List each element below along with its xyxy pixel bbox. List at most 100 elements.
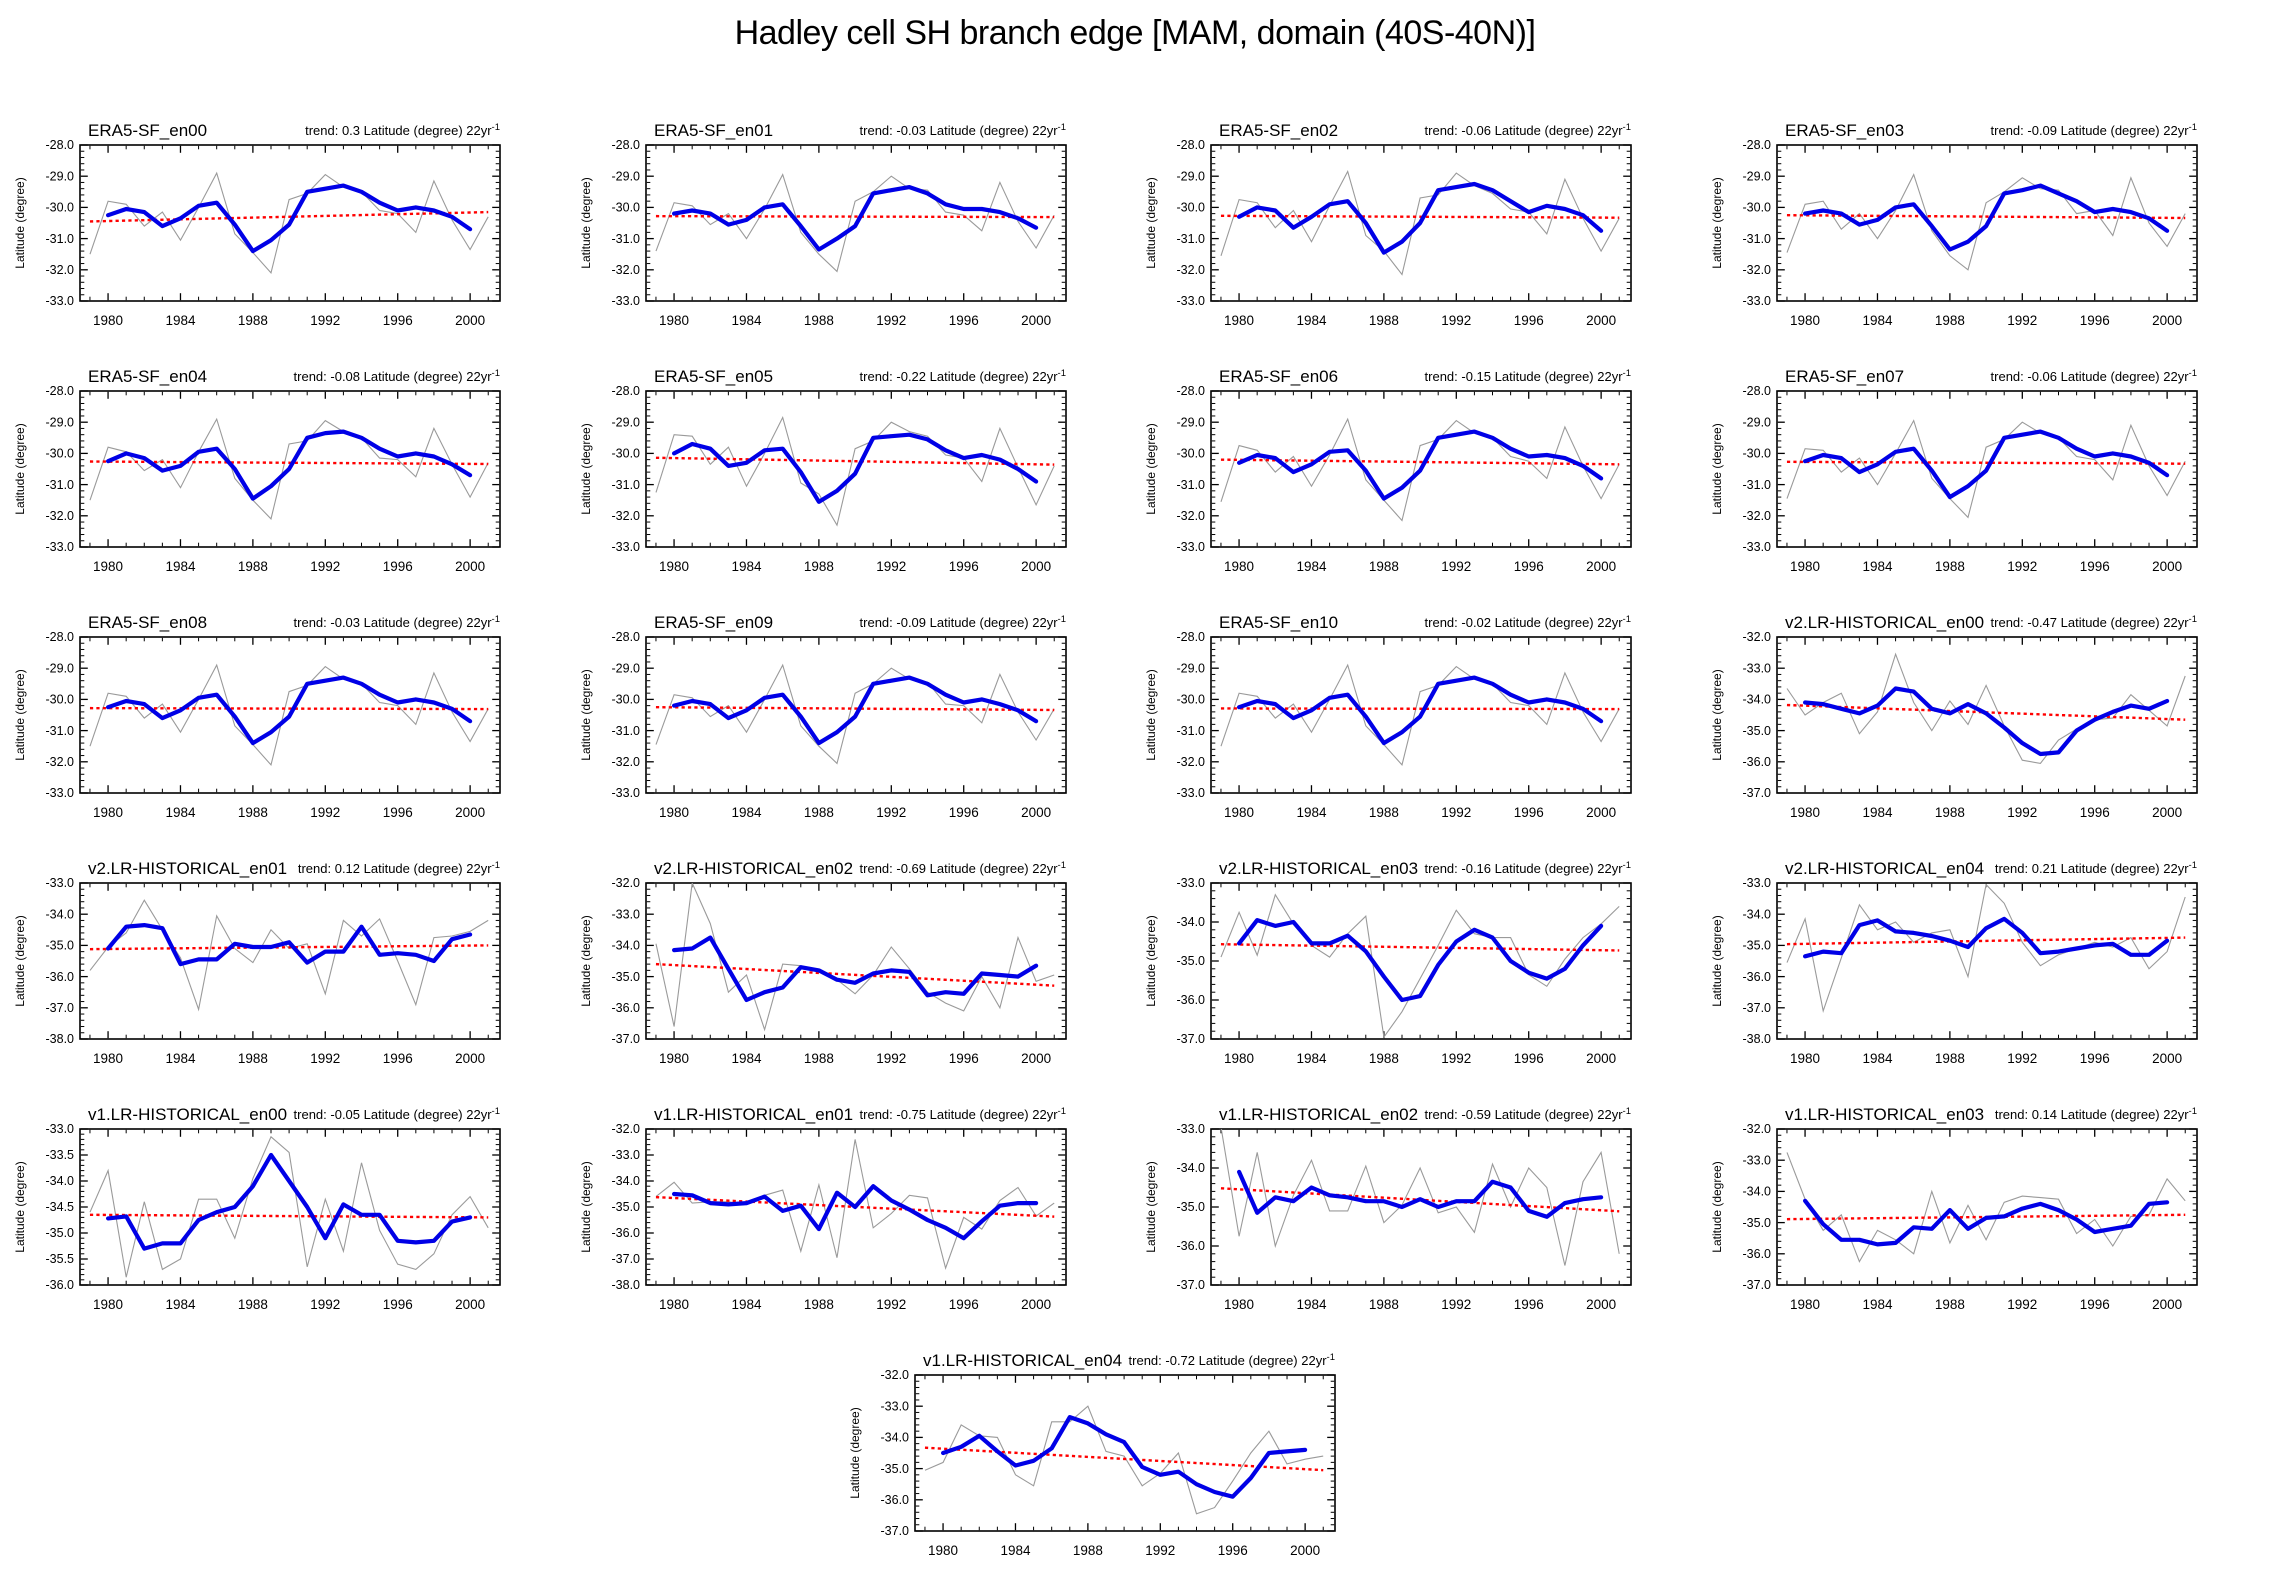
- y-axis-label: Latitude (degree): [1144, 915, 1158, 1006]
- y-tick-label: -33.0: [1742, 876, 1771, 890]
- y-axis-label: Latitude (degree): [579, 1161, 593, 1252]
- x-tick-label: 1984: [165, 313, 196, 328]
- x-tick-label: 1992: [1441, 1051, 1471, 1066]
- smoothed-line: [105, 1152, 473, 1251]
- y-tick-label: -33.5: [46, 1148, 75, 1162]
- y-tick-label: -35.5: [46, 1252, 75, 1266]
- y-tick-label: -30.0: [611, 447, 640, 461]
- y-tick-label: -35.0: [46, 1226, 75, 1240]
- x-tick-label: 1996: [383, 805, 413, 820]
- smoothed-line: [671, 432, 1038, 504]
- panel-title: ERA5-SF_en06: [1219, 367, 1338, 386]
- x-tick-label: 1988: [1073, 1543, 1103, 1558]
- y-tick-label: -32.0: [1742, 1122, 1771, 1136]
- x-tick-label: 1988: [1934, 313, 1964, 328]
- y-tick-label: -33.0: [1742, 540, 1771, 554]
- x-tick-label: 1984: [1862, 313, 1893, 328]
- y-tick-label: -35.0: [611, 1200, 640, 1214]
- x-tick-label: 1992: [310, 1051, 340, 1066]
- panel-ERA5-SF_en05: ERA5-SF_en05 trend: -0.22 Latitude (degre…: [574, 345, 1141, 591]
- panel-trend-label: trend: -0.09 Latitude (degree) 22yr-1: [859, 614, 1065, 630]
- y-tick-label: -31.0: [1177, 724, 1206, 738]
- x-tick-label: 1996: [2079, 559, 2109, 574]
- x-tick-label: 1988: [1934, 1297, 1964, 1312]
- panel-trend-label: trend: -0.06 Latitude (degree) 22yr-1: [1425, 122, 1631, 138]
- y-tick-label: -29.0: [46, 169, 75, 183]
- y-axis-label: Latitude (degree): [13, 669, 27, 760]
- y-tick-label: -29.0: [611, 415, 640, 429]
- trend-line: [655, 214, 1054, 219]
- panel-title: ERA5-SF_en05: [654, 367, 773, 386]
- y-axis-label: Latitude (degree): [13, 1161, 27, 1252]
- y-tick-label: -34.5: [46, 1200, 75, 1214]
- panel-trend-label: trend: -0.69 Latitude (degree) 22yr-1: [859, 860, 1065, 876]
- annual-line: [1220, 893, 1620, 1039]
- trend-line: [655, 706, 1054, 712]
- x-tick-label: 2000: [1586, 1297, 1616, 1312]
- panel-trend-label: trend: -0.72 Latitude (degree) 22yr-1: [1129, 1352, 1335, 1368]
- x-tick-label: 1980: [659, 805, 689, 820]
- x-tick-label: 1992: [876, 559, 906, 574]
- axes: -33.0 -34.0 -35.0 -36.0 -37.0 1980 1984 1988 199…: [1177, 1122, 1632, 1312]
- x-tick-label: 1984: [731, 1297, 762, 1312]
- x-tick-label: 1984: [1296, 1051, 1327, 1066]
- x-tick-label: 1988: [1369, 805, 1399, 820]
- x-tick-label: 1988: [1369, 559, 1399, 574]
- y-tick-label: -31.0: [46, 232, 75, 246]
- x-tick-label: 1980: [659, 1297, 689, 1312]
- x-tick-label: 1996: [2079, 1297, 2109, 1312]
- y-axis-label: Latitude (degree): [1710, 669, 1724, 760]
- panel-title: v2.LR-HISTORICAL_en04: [1785, 859, 1984, 878]
- x-tick-label: 1984: [1862, 1051, 1893, 1066]
- y-tick-label: -34.0: [611, 1174, 640, 1188]
- y-tick-label: -34.0: [46, 1174, 75, 1188]
- axes: -28.0 -29.0 -30.0 -31.0 -32.0 -33.0 1980 1984 19…: [1177, 630, 1632, 820]
- x-tick-label: 1980: [1790, 1297, 1820, 1312]
- y-tick-label: -28.0: [46, 384, 75, 398]
- x-tick-label: 1996: [1218, 1543, 1248, 1558]
- trend-line: [89, 706, 489, 711]
- y-tick-label: -31.0: [611, 724, 640, 738]
- axes: -28.0 -29.0 -30.0 -31.0 -32.0 -33.0 1980 1984 19…: [611, 630, 1067, 820]
- annual-line: [654, 663, 1055, 765]
- x-tick-label: 1996: [1514, 313, 1544, 328]
- y-tick-label: -37.0: [611, 1032, 640, 1046]
- x-tick-label: 2000: [455, 805, 485, 820]
- panel-title: v2.LR-HISTORICAL_en01: [88, 859, 287, 878]
- x-tick-label: 1988: [1369, 313, 1399, 328]
- smoothed-line: [1802, 916, 2169, 959]
- panel-trend-label: trend: -0.59 Latitude (degree) 22yr-1: [1425, 1106, 1631, 1122]
- x-tick-label: 1980: [93, 1051, 123, 1066]
- x-tick-label: 1980: [659, 1051, 689, 1066]
- panel-title: v1.LR-HISTORICAL_en02: [1219, 1105, 1418, 1124]
- smoothed-line: [1236, 1169, 1604, 1219]
- x-tick-label: 1980: [93, 559, 123, 574]
- x-tick-label: 2000: [2152, 805, 2182, 820]
- panel-trend-label: trend: -0.09 Latitude (degree) 22yr-1: [1990, 122, 2196, 138]
- y-tick-label: -34.0: [1177, 915, 1206, 929]
- y-tick-label: -28.0: [1177, 138, 1206, 152]
- smoothed-line: [1802, 1198, 2169, 1247]
- y-tick-label: -30.0: [46, 447, 75, 461]
- trend-line: [1220, 214, 1620, 219]
- panel-title: v2.LR-HISTORICAL_en00: [1785, 613, 1984, 632]
- panel-trend-label: trend: -0.05 Latitude (degree) 22yr-1: [294, 1106, 500, 1122]
- axes: -32.0 -33.0 -34.0 -35.0 -36.0 -37.0 1980 1984 19…: [611, 876, 1067, 1066]
- x-tick-label: 1988: [1369, 1051, 1399, 1066]
- x-tick-label: 1988: [803, 1297, 833, 1312]
- y-axis-label: Latitude (degree): [13, 177, 27, 268]
- y-tick-label: -36.0: [1742, 1247, 1771, 1261]
- annual-line: [654, 415, 1055, 527]
- panel-trend-label: trend: -0.15 Latitude (degree) 22yr-1: [1425, 368, 1631, 384]
- panel-trend-label: trend: -0.22 Latitude (degree) 22yr-1: [859, 368, 1065, 384]
- panel-title: ERA5-SF_en01: [654, 121, 773, 140]
- y-axis-label: Latitude (degree): [1144, 669, 1158, 760]
- y-tick-label: -31.0: [46, 724, 75, 738]
- x-tick-label: 1996: [2079, 805, 2109, 820]
- x-tick-label: 1988: [803, 313, 833, 328]
- y-tick-label: -32.0: [46, 509, 75, 523]
- panel-v2.LR-HISTORICAL_en00: v2.LR-HISTORICAL_en00 trend: -0.47 Latitu…: [1705, 591, 2270, 837]
- trend-line: [89, 460, 489, 466]
- panel-v2.LR-HISTORICAL_en01: v2.LR-HISTORICAL_en01 trend: 0.12 Latitud…: [8, 837, 575, 1083]
- y-tick-label: -33.0: [881, 1399, 910, 1413]
